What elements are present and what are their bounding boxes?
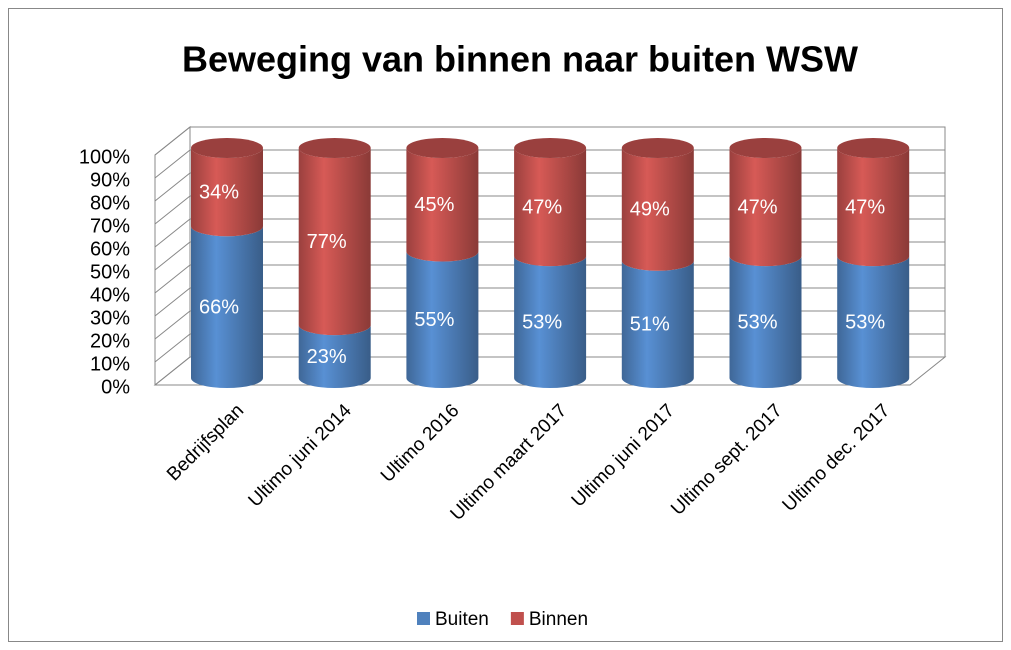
y-tick-label: 100% — [79, 146, 130, 168]
value-label: 23% — [307, 346, 347, 368]
value-label: 53% — [737, 311, 777, 333]
y-tick-label: 10% — [90, 353, 130, 375]
bar — [406, 251, 479, 388]
bar-top — [621, 138, 694, 158]
bar-top — [837, 138, 910, 158]
value-label: 45% — [414, 194, 454, 216]
bar-top — [406, 138, 479, 158]
value-label: 77% — [307, 231, 347, 253]
y-tick-label: 30% — [90, 307, 130, 329]
value-label: 66% — [199, 296, 239, 318]
chart-border — [8, 8, 1003, 642]
bar — [837, 148, 910, 267]
bar — [514, 148, 587, 267]
bar-top — [191, 138, 263, 158]
value-label: 47% — [845, 196, 885, 218]
bar — [298, 325, 371, 388]
bar — [621, 148, 694, 271]
legend-swatch — [417, 612, 430, 625]
chart-title: Beweging van binnen naar buiten WSW — [182, 39, 858, 80]
y-tick-label: 90% — [90, 169, 130, 191]
value-label: 55% — [414, 309, 454, 331]
y-tick-label: 0% — [101, 376, 130, 398]
bar — [514, 256, 587, 388]
value-label: 53% — [845, 311, 885, 333]
bar — [191, 148, 263, 237]
bar — [191, 226, 263, 388]
bar — [837, 256, 910, 388]
bar — [406, 148, 479, 262]
y-tick-label: 70% — [90, 215, 130, 237]
y-tick-label: 40% — [90, 284, 130, 306]
value-label: 47% — [522, 196, 562, 218]
bar-top — [729, 138, 802, 158]
value-label: 49% — [630, 199, 670, 221]
bar-top — [298, 138, 371, 158]
y-tick-label: 80% — [90, 192, 130, 214]
y-tick-label: 60% — [90, 238, 130, 260]
value-label: 51% — [630, 314, 670, 336]
bar — [621, 260, 694, 388]
value-label: 47% — [737, 196, 777, 218]
bar-top — [514, 138, 587, 158]
bar — [729, 148, 802, 267]
legend-label: Buiten — [435, 609, 489, 630]
legend-swatch — [510, 612, 524, 625]
bar — [729, 256, 802, 388]
legend-label: Binnen — [529, 609, 588, 630]
value-label: 34% — [199, 181, 239, 203]
bar — [298, 148, 371, 336]
grid-line — [154, 126, 945, 156]
y-tick-label: 50% — [90, 261, 130, 283]
y-tick-label: 20% — [90, 330, 130, 352]
value-label: 53% — [522, 311, 562, 333]
